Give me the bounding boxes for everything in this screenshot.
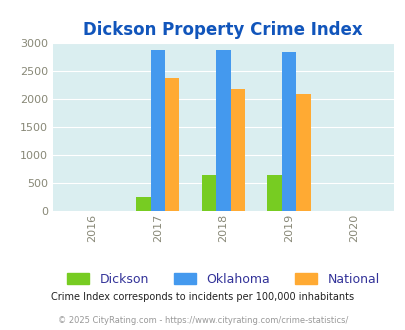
Bar bbox=[164, 78, 179, 211]
Bar bbox=[136, 197, 150, 211]
Legend: Dickson, Oklahoma, National: Dickson, Oklahoma, National bbox=[62, 268, 384, 291]
Bar bbox=[201, 175, 215, 211]
Text: © 2025 CityRating.com - https://www.cityrating.com/crime-statistics/: © 2025 CityRating.com - https://www.city… bbox=[58, 315, 347, 325]
Title: Dickson Property Crime Index: Dickson Property Crime Index bbox=[83, 20, 362, 39]
Text: Crime Index corresponds to incidents per 100,000 inhabitants: Crime Index corresponds to incidents per… bbox=[51, 292, 354, 302]
Bar bbox=[215, 50, 230, 211]
Bar bbox=[266, 175, 281, 211]
Bar bbox=[230, 89, 244, 211]
Bar bbox=[150, 50, 164, 211]
Bar bbox=[295, 94, 310, 211]
Bar bbox=[281, 52, 295, 211]
